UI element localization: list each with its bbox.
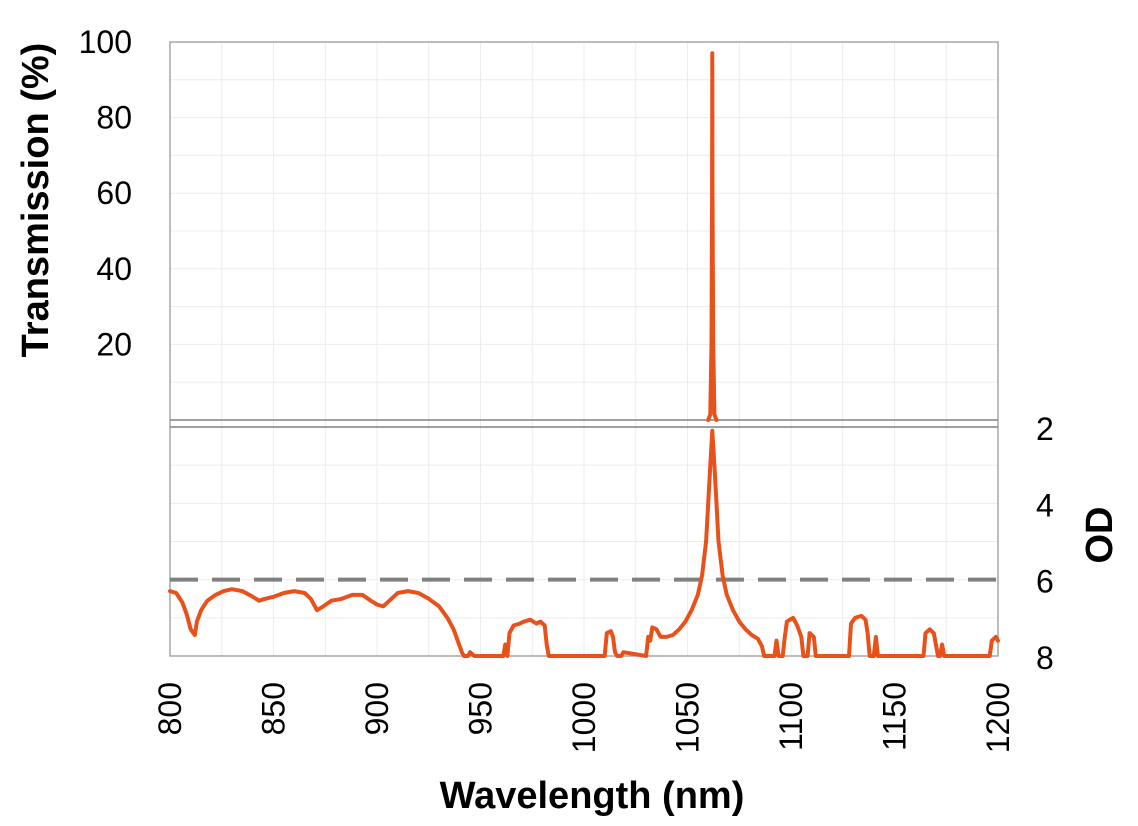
x-axis-title: Wavelength (nm): [440, 775, 745, 817]
y-tick-labels-right: 2 4 6 8: [1036, 411, 1054, 676]
x-tick-labels: 800 850 900 950 1000 1050 1100 1150 1200: [152, 682, 1016, 753]
x-tick-label: 800: [152, 682, 188, 735]
x-tick-label: 1100: [773, 682, 809, 751]
y-tick-label-left: 60: [96, 175, 132, 211]
y-tick-label-right: 8: [1036, 640, 1054, 676]
x-tick-label: 1000: [566, 682, 602, 753]
y-tick-label-left: 80: [96, 100, 132, 136]
y-tick-label-right: 6: [1036, 564, 1054, 600]
x-tick-label: 900: [359, 682, 395, 735]
y-tick-labels-left: 100 80 60 40 20: [79, 24, 132, 362]
y-tick-label-right: 2: [1036, 411, 1054, 447]
x-tick-label: 950: [463, 682, 499, 735]
transmission-series: [706, 51, 719, 422]
transmission-line: [706, 51, 719, 422]
x-tick-label: 1200: [980, 682, 1016, 753]
y-tick-label-left: 20: [96, 326, 132, 362]
x-tick-label: 1050: [670, 682, 706, 753]
y-tick-label-left: 40: [96, 251, 132, 287]
y-tick-label-right: 4: [1036, 487, 1054, 523]
y-axis-title-left: Transmission (%): [15, 43, 57, 358]
y-tick-label-left: 100: [79, 24, 132, 60]
od-line: [168, 428, 1000, 658]
y-axis-title-right: OD: [1079, 507, 1121, 564]
x-tick-label: 850: [256, 682, 292, 735]
grid: [170, 42, 998, 656]
x-tick-label: 1150: [877, 682, 913, 751]
od-series: [168, 428, 1000, 658]
